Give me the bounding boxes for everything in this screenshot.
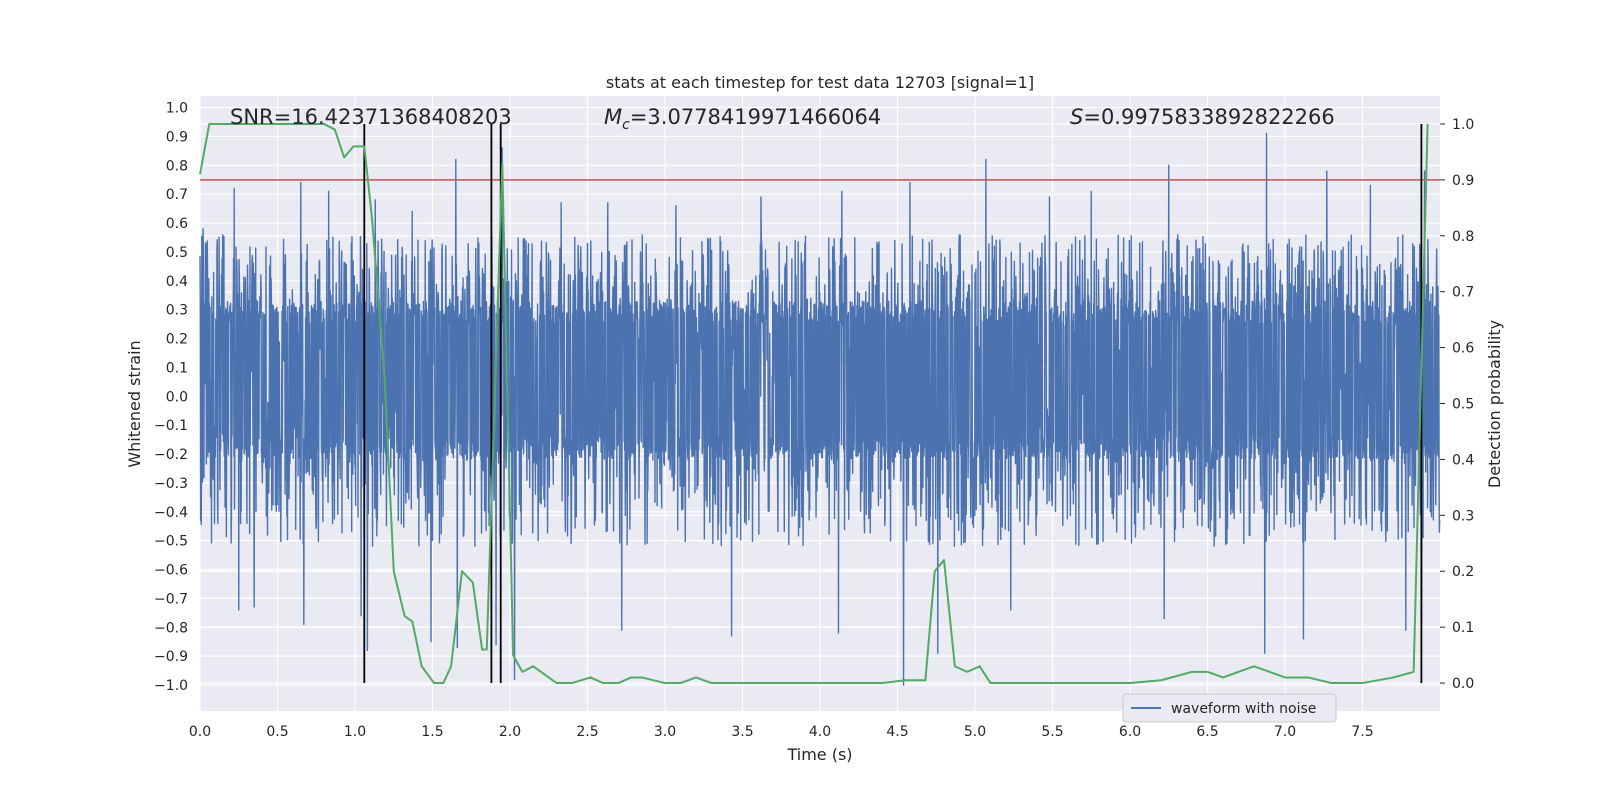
chirp-mass-annotation: Mc=3.0778419971466064 — [604, 105, 881, 133]
y-axis-label: Whitened strain — [125, 340, 144, 467]
y2-tick-label: 0.9 — [1452, 173, 1474, 189]
x-tick-label: 6.5 — [1196, 724, 1218, 740]
y2-tick-label: 0.1 — [1452, 620, 1474, 636]
x-tick-label: 0.5 — [266, 724, 288, 740]
x-tick-label: 0.0 — [189, 724, 211, 740]
y-tick-label: 0.8 — [166, 158, 188, 174]
y-tick-label: 0.4 — [166, 274, 188, 290]
y2-tick-label: 0.6 — [1452, 341, 1474, 357]
detection-probability-series — [199, 122, 1429, 685]
legend-box — [1122, 693, 1337, 723]
score-annotation: S=0.9975833892822266 — [1070, 105, 1335, 129]
waveform-series — [199, 132, 1441, 686]
x-tick-label: 3.5 — [731, 724, 753, 740]
y-tick-label: −0.8 — [154, 620, 188, 636]
x-axis-ticks: 0.0 0.5 1.0 1.5 2.0 2.5 3.0 3.5 4.0 4.5 5.0 5.5 6.0 6… — [189, 724, 1374, 740]
x-tick-label: 7.0 — [1274, 724, 1296, 740]
chirp-mass-subscript: c — [622, 117, 630, 133]
y-tick-label: −0.6 — [154, 563, 188, 579]
detection-probability-line — [199, 122, 1429, 685]
y-tick-label: −0.4 — [154, 505, 188, 521]
y2-tick-label: 0.4 — [1452, 452, 1474, 468]
legend: waveform with noise — [1122, 693, 1337, 723]
x-tick-label: 4.5 — [886, 724, 908, 740]
y-tick-label: 0.9 — [166, 129, 188, 145]
x-tick-label: 1.5 — [421, 724, 443, 740]
y2-tick-label: 0.5 — [1452, 397, 1474, 413]
y2-tick-label: 0.3 — [1452, 508, 1474, 524]
score-value: =0.9975833892822266 — [1083, 105, 1334, 129]
y-tick-label: −0.3 — [154, 476, 188, 492]
y-axis-ticks: 1.0 0.9 0.8 0.7 0.6 0.5 0.4 0.3 0.2 0.1 0.0 −0.1 −0.… — [154, 101, 188, 694]
x-tick-label: 2.5 — [576, 724, 598, 740]
x-tick-label: 2.0 — [499, 724, 521, 740]
y2-tick-label: 0.2 — [1452, 564, 1474, 580]
x-tick-label: 6.0 — [1119, 724, 1141, 740]
y-tick-label: −0.9 — [154, 649, 188, 665]
y2-tick-label: 1.0 — [1452, 117, 1474, 133]
chirp-mass-symbol: M — [604, 105, 622, 129]
x-tick-label: 5.0 — [964, 724, 986, 740]
x-tick-label: 4.0 — [809, 724, 831, 740]
y2-axis-label: Detection probability — [1485, 320, 1504, 488]
chart-title: stats at each timestep for test data 127… — [606, 73, 1034, 92]
legend-label: waveform with noise — [1171, 701, 1316, 717]
x-axis-label: Time (s) — [786, 745, 852, 764]
y-tick-label: 0.0 — [166, 389, 188, 405]
y-tick-label: 0.3 — [166, 303, 188, 319]
y-tick-label: 0.7 — [166, 187, 188, 203]
y-tick-label: 0.2 — [166, 332, 188, 348]
y-tick-label: −0.7 — [154, 591, 188, 607]
y2-tick-label: 0.0 — [1452, 676, 1474, 692]
y-tick-label: −1.0 — [154, 678, 188, 694]
y-tick-label: −0.5 — [154, 534, 188, 550]
y-tick-label: 0.1 — [166, 360, 188, 376]
y-tick-label: −0.1 — [154, 418, 188, 434]
snr-annotation: SNR=16.42371368408203 — [230, 105, 512, 129]
score-symbol: S — [1070, 105, 1083, 129]
x-tick-label: 1.0 — [344, 724, 366, 740]
x-tick-label: 5.5 — [1041, 724, 1063, 740]
chirp-mass-value: =3.0778419971466064 — [630, 105, 881, 129]
y-tick-label: 1.0 — [166, 101, 188, 117]
y-tick-label: −0.2 — [154, 447, 188, 463]
y-tick-label: 0.6 — [166, 216, 188, 232]
y2-tick-label: 0.8 — [1452, 229, 1474, 245]
x-tick-label: 7.5 — [1351, 724, 1373, 740]
waveform-line — [199, 132, 1441, 686]
y2-axis-ticks: 1.0 0.9 0.8 0.7 0.6 0.5 0.4 0.3 0.2 0.1 0.0 — [1440, 117, 1474, 692]
y-tick-label: 0.5 — [166, 245, 188, 261]
y2-tick-label: 0.7 — [1452, 285, 1474, 301]
x-tick-label: 3.0 — [654, 724, 676, 740]
